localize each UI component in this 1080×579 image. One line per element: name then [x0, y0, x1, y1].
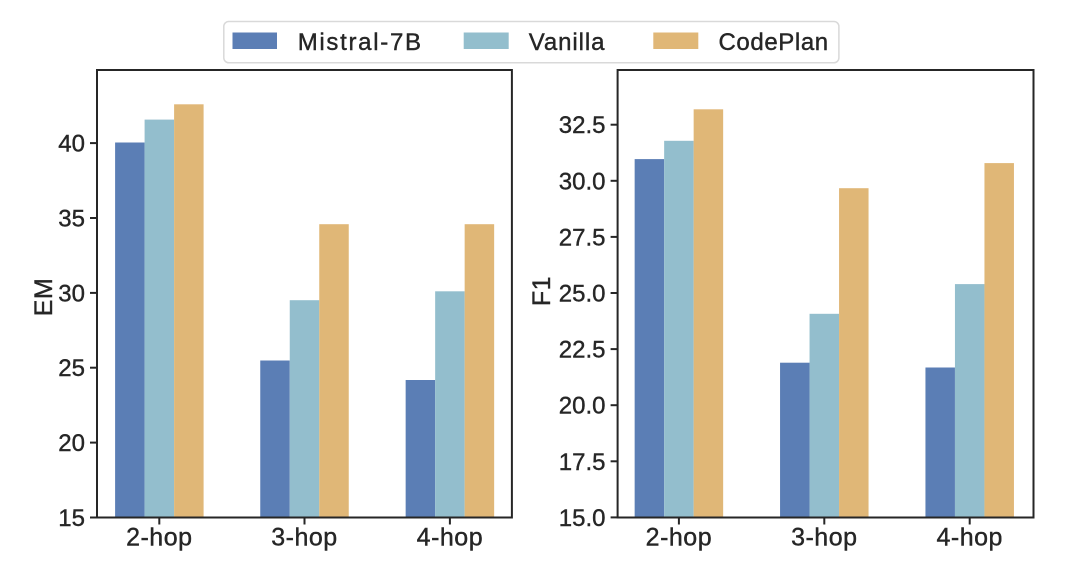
svg-text:30: 30	[58, 280, 85, 307]
svg-text:40: 40	[58, 131, 85, 158]
svg-text:Vanilla: Vanilla	[529, 29, 606, 56]
svg-text:EM: EM	[30, 278, 58, 317]
svg-text:20.0: 20.0	[559, 393, 606, 420]
svg-text:25: 25	[58, 355, 85, 382]
svg-text:4-hop: 4-hop	[417, 524, 483, 552]
svg-text:22.5: 22.5	[559, 337, 606, 364]
svg-text:30.0: 30.0	[559, 168, 606, 195]
svg-text:CodePlan: CodePlan	[719, 29, 829, 56]
svg-text:Mistral-7B: Mistral-7B	[298, 29, 423, 56]
svg-text:4-hop: 4-hop	[936, 524, 1002, 552]
svg-text:20: 20	[58, 430, 85, 457]
svg-text:35: 35	[58, 206, 85, 233]
svg-text:27.5: 27.5	[559, 224, 606, 251]
svg-text:25.0: 25.0	[559, 281, 606, 308]
svg-text:2-hop: 2-hop	[126, 524, 192, 552]
svg-text:32.5: 32.5	[559, 112, 606, 139]
svg-text:3-hop: 3-hop	[271, 524, 337, 552]
svg-text:2-hop: 2-hop	[646, 524, 712, 552]
svg-text:17.5: 17.5	[559, 449, 606, 476]
svg-text:15: 15	[58, 505, 85, 532]
svg-text:3-hop: 3-hop	[791, 524, 857, 552]
svg-text:15.0: 15.0	[559, 505, 606, 532]
svg-text:F1: F1	[528, 276, 556, 306]
